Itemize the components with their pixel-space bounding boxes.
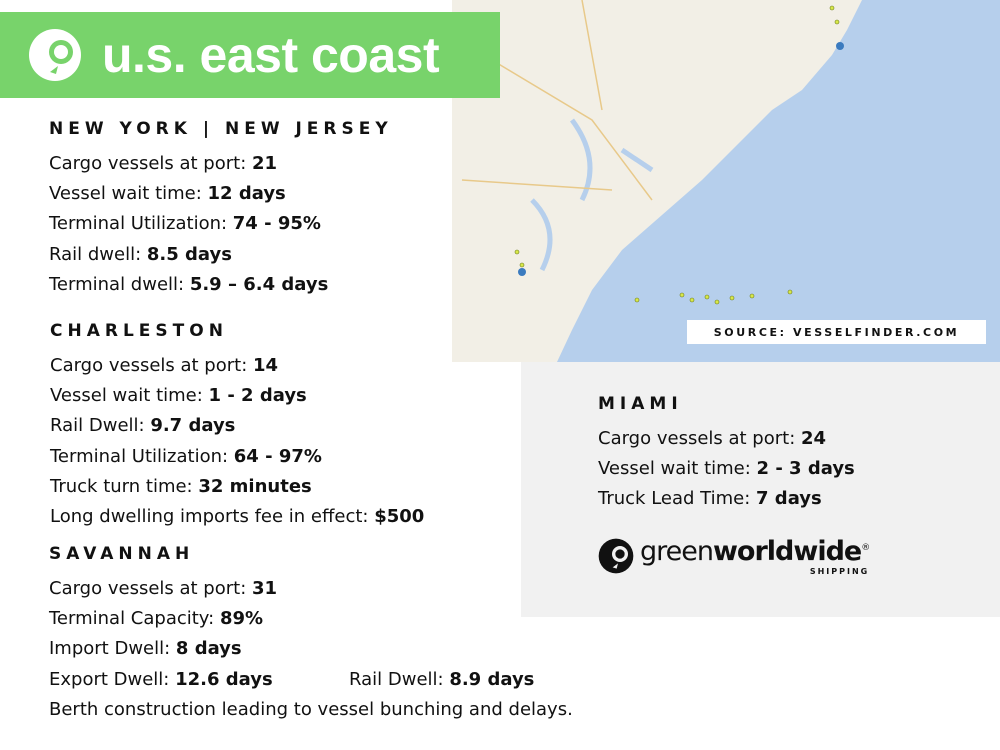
stat-row: Truck turn time: 32 minutes [50,475,312,497]
stat-row: Rail Dwell: 9.7 days [50,415,236,437]
stat-row: Vessel wait time: 12 days [49,183,286,205]
stat-row: Terminal Utilization: 74 - 95% [49,213,321,235]
stat-row: Cargo vessels at port: 21 [49,153,278,174]
section-heading: SAVANNAH [49,544,195,564]
section-heading: MIAMI [598,394,683,414]
map-source-label: SOURCE: VESSELFINDER.COM [687,320,986,344]
section-heading: CHARLESTON [50,321,228,341]
stat-row: Terminal dwell: 5.9 – 6.4 days [49,273,329,295]
title-banner: u.s. east coast [0,12,500,98]
stat-row: Truck Lead Time: 7 days [598,488,822,510]
section-new-york: NEW YORK | NEW JERSEY Cargo vessels at p… [49,119,393,300]
greenworldwide-logo: greenworldwide® SHIPPING [598,536,1000,577]
vessel-map [452,0,1000,362]
stat-row: Cargo vessels at port: 14 [50,355,279,376]
stat-row: Terminal Utilization: 64 - 97% [50,445,322,467]
section-savannah: SAVANNAH Cargo vessels at port: 31 Termin… [49,544,573,725]
section-charleston: CHARLESTON Cargo vessels at port: 14 Vess… [50,321,424,532]
greenworldwide-logo-icon [29,29,81,81]
section-miami: MIAMI Cargo vessels at port: 24 Vessel wa… [521,362,1000,617]
page-title: u.s. east coast [102,27,440,83]
stat-row: Cargo vessels at port: 24 [598,428,827,449]
savannah-note: Berth construction leading to vessel bun… [49,698,573,720]
stat-row: Terminal Capacity: 89% [49,608,264,630]
stat-row: Rail dwell: 8.5 days [49,243,232,265]
stat-row: Cargo vessels at port: 31 [49,578,278,599]
stat-row: Export Dwell: 12.6 days Rail Dwell: 8.9 d… [49,668,535,690]
stat-row: Long dwelling imports fee in effect: $50… [50,506,425,528]
section-heading: NEW YORK | NEW JERSEY [49,119,393,139]
stat-row: Vessel wait time: 2 - 3 days [598,458,855,480]
stat-row: Import Dwell: 8 days [49,638,242,660]
stat-row: Vessel wait time: 1 - 2 days [50,385,307,407]
greenworldwide-logo-icon [598,539,634,574]
